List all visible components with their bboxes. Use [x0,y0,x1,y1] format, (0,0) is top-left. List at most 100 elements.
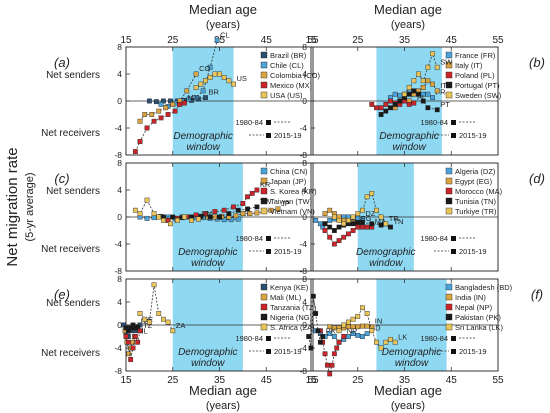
data-point-NG [135,324,141,330]
x-tick-label-top: 35 [399,35,411,46]
x-tick-label-bottom: 15 [305,375,317,386]
y-tick-label: 8 [117,158,122,168]
data-point-SW [416,71,421,77]
y-tick-label: 8 [302,158,307,168]
period-2-label: 2015-19 [274,247,302,256]
y-tick-label: -4 [299,123,307,133]
data-point-PT [434,107,440,113]
data-point-TZ [135,339,141,345]
data-point-CL [200,88,206,94]
data-point-ML [126,351,132,357]
top-xlabel-left-sub: (years) [206,19,240,31]
y-tick-label: 0 [117,96,122,106]
data-point-MA [364,224,370,230]
legend-marker-CN [260,167,268,175]
data-point-FR [425,91,431,97]
legend-marker-FR [445,51,453,59]
data-point-LK [346,319,351,325]
data-point-JP [233,213,239,219]
series-code-label: KE [143,315,153,324]
legend-marker-BD [445,283,453,291]
net-receivers-label: Net receivers [41,348,100,359]
data-point-TR [374,207,379,213]
legend-marker-EG [445,177,453,185]
data-point-BD [360,334,365,339]
data-point-US [221,74,227,80]
period-1-marker [266,120,271,125]
data-point-MX [165,112,171,117]
legend-marker-VN [260,207,268,215]
data-point-SW [434,64,440,70]
data-point-FR [430,95,435,101]
legend-label: Nigeria (NG) [270,313,313,322]
data-point-KR [245,194,250,200]
legend-marker-LK [445,323,453,331]
data-point-CO [193,71,199,77]
legend-marker-TR [445,207,453,215]
data-point-NP [341,334,347,339]
legend-marker-TN [445,197,453,205]
data-point-TZ [137,328,143,334]
data-point-LK [369,328,375,334]
y-tick-label: 0 [302,212,307,222]
period-2-marker [451,349,456,354]
legend-label: Nepal (NP) [455,303,493,312]
window-label-line1: Demographic [173,131,232,142]
data-point-KR [221,207,227,213]
data-point-CO [163,105,169,111]
data-point-MX [158,115,164,121]
data-point-SW [411,78,417,84]
data-point-US [198,81,204,87]
data-point-TN [327,224,333,230]
series-code-label: EG [361,214,372,223]
data-point-NP [334,345,340,351]
period-1-marker [266,336,271,341]
data-point-NP [336,339,342,345]
legend-marker-MA [445,187,453,195]
data-point-SW [402,91,407,97]
top-xlabel-right-sub: (years) [391,19,425,31]
window-label-line1: Demographic [356,247,415,258]
data-point-MA [346,231,351,237]
period-1-label: 1980-84 [235,334,263,343]
data-point-MA [355,224,361,230]
data-point-IT [434,88,440,94]
data-point-VN [160,217,166,223]
data-point-PL [369,101,375,107]
legend-label: Sri Lanka (LK) [455,323,503,332]
data-point-DZ [355,215,361,221]
series-code-label: JP [281,199,290,208]
data-point-CN [144,215,150,221]
data-point-BD [346,334,351,339]
data-point-JP [275,206,281,212]
window-label-line2: window [191,358,225,369]
y-tick-label: -8 [114,266,122,276]
data-point-TW [170,214,176,220]
series-code-label: ML [137,327,147,336]
legend-label: Egypt (EG) [455,177,493,186]
legend-label: Morocco (MA) [455,187,503,196]
data-point-TN [369,221,375,227]
data-point-PT [397,98,403,104]
y-tick-label: 0 [117,320,122,330]
series-code-label: TZ [143,321,153,330]
data-point-LK [374,339,379,345]
data-point-TZ [132,334,138,339]
period-2-marker [266,349,271,354]
x-tick-label-top: 25 [167,35,179,46]
data-point-CN [151,215,157,221]
data-point-TZ [123,334,129,339]
data-point-US [231,81,236,87]
data-point-CO [142,112,148,117]
data-point-NP [322,351,328,357]
data-point-MX [172,108,178,114]
series-code-label: US [237,74,247,83]
series-code-label: BR [208,88,219,97]
data-point-JP [254,210,260,216]
legend-marker-PT [445,81,453,89]
data-point-IT [430,81,435,87]
top-xlabel-left: Median age [189,2,257,17]
data-point-PT [392,101,398,107]
x-tick-label-top: 55 [307,35,319,46]
